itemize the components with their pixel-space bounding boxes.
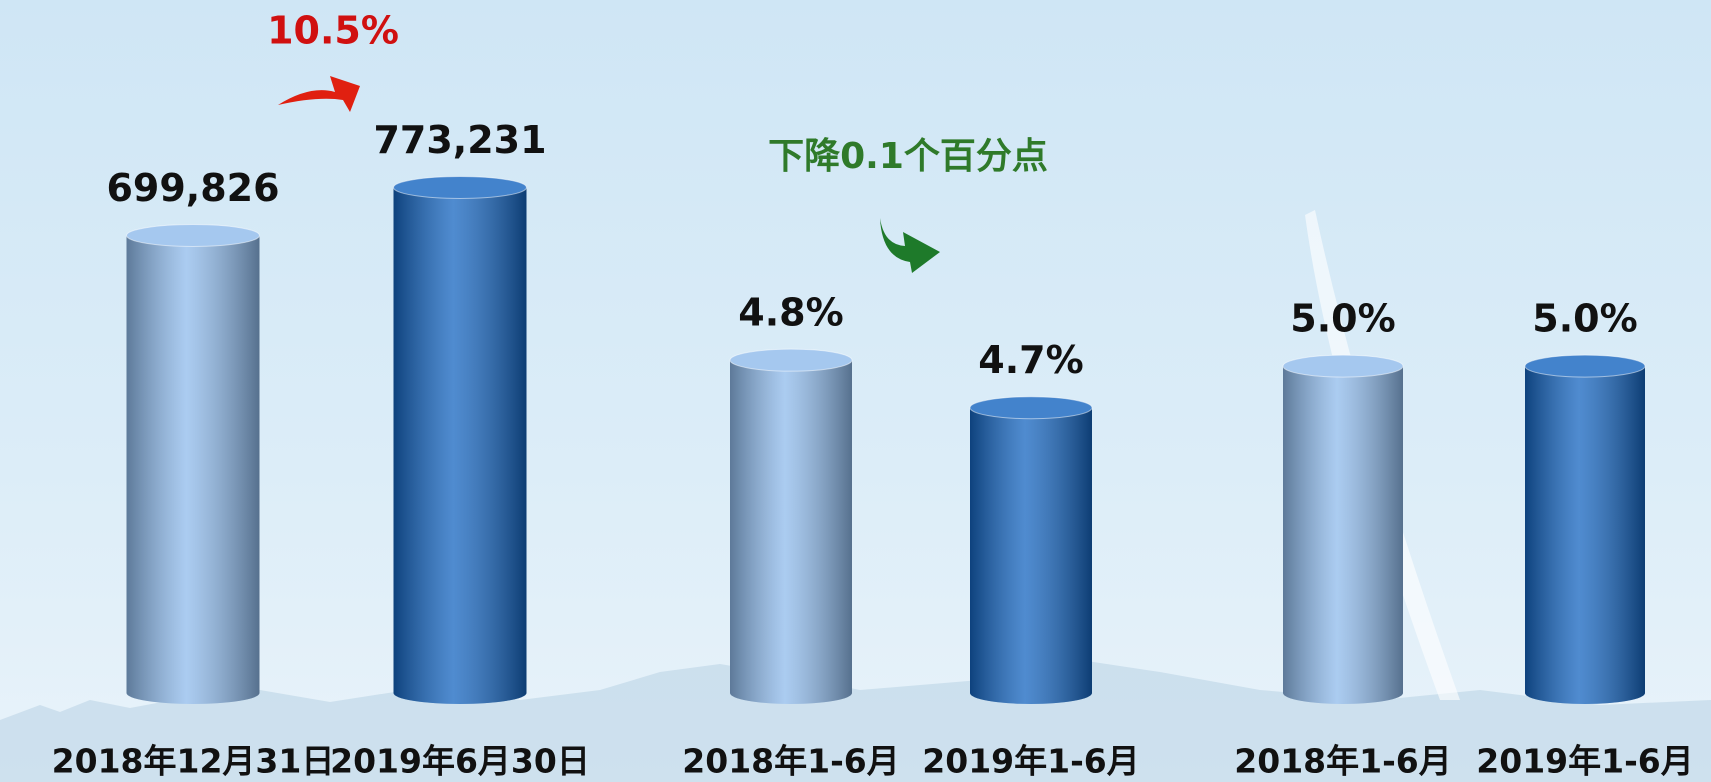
cylinder <box>394 177 527 704</box>
cylinder-shade <box>970 408 1092 704</box>
x-tick-label: 2018年1-6月 <box>1234 742 1451 781</box>
cylinder <box>1525 355 1645 704</box>
cylinder-top-shade <box>730 349 852 371</box>
cylinder-shade <box>1525 366 1645 704</box>
x-tick-label: 2019年1-6月 <box>1476 742 1693 781</box>
cylinder-top-shade <box>970 397 1092 419</box>
cylinder-shade <box>1283 366 1403 704</box>
cylinder <box>127 224 260 704</box>
cylinder-top-shade <box>127 224 260 246</box>
cylinder-shade <box>127 235 260 704</box>
x-tick-label: 2019年6月30日 <box>330 742 590 781</box>
value-label: 699,826 <box>106 166 279 210</box>
value-label: 4.8% <box>738 291 843 335</box>
value-label: 5.0% <box>1532 297 1637 341</box>
value-label: 5.0% <box>1290 297 1395 341</box>
cylinder-shade <box>394 188 527 704</box>
cylinder <box>1283 355 1403 704</box>
x-tick-label: 2019年1-6月 <box>922 742 1139 781</box>
annotation: 10.5% <box>267 9 399 53</box>
cylinder <box>970 397 1092 704</box>
page: 699,826 2018年12月31日 773,231 2019年6月30日 10.5%… <box>0 0 1711 782</box>
cylinder-top-shade <box>1283 355 1403 377</box>
cylinder <box>730 349 852 704</box>
chart: 699,826 2018年12月31日 773,231 2019年6月30日 10.5%… <box>0 0 1711 782</box>
value-label: 4.7% <box>978 338 1083 382</box>
value-label: 773,231 <box>373 118 546 162</box>
cylinder-shade <box>730 360 852 704</box>
annotation: 下降0.1个百分点 <box>768 136 1048 177</box>
x-tick-label: 2018年12月31日 <box>52 742 335 781</box>
cylinder-top-shade <box>394 177 527 199</box>
x-tick-label: 2018年1-6月 <box>682 742 899 781</box>
cylinder-top-shade <box>1525 355 1645 377</box>
